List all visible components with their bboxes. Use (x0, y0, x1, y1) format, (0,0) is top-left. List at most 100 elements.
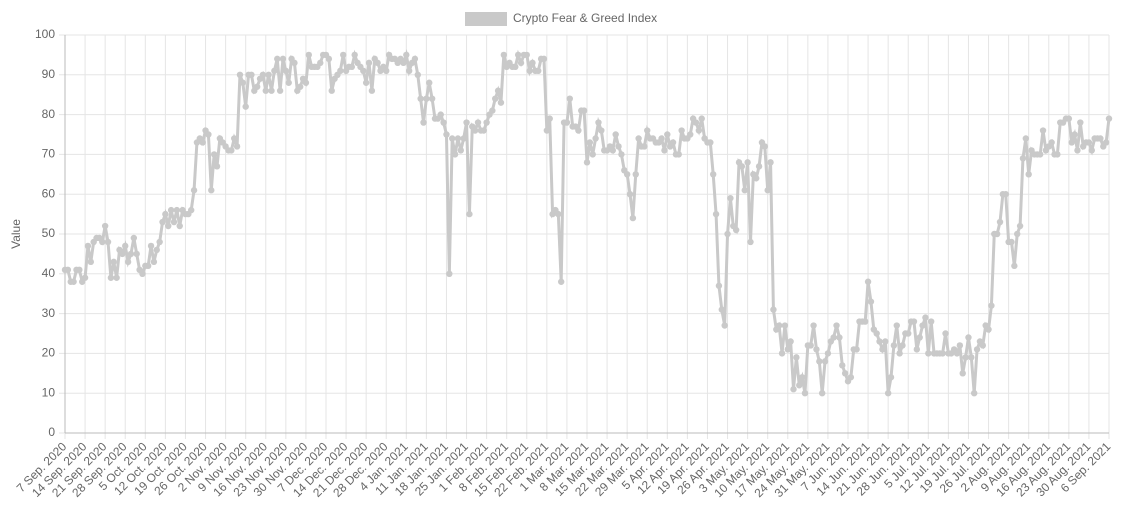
data-point (635, 135, 642, 142)
data-point (942, 330, 949, 337)
data-point (104, 238, 112, 246)
data-point (644, 127, 651, 134)
data-point (965, 334, 972, 341)
data-point (927, 318, 935, 325)
data-point (208, 187, 215, 194)
y-tick-label: 10 (42, 385, 56, 399)
data-point (675, 151, 682, 158)
data-point (1065, 115, 1073, 122)
data-point (165, 222, 172, 230)
data-point (360, 67, 367, 75)
data-point (939, 350, 946, 357)
data-point (721, 322, 728, 329)
data-point (801, 390, 809, 397)
data-point (764, 187, 771, 194)
data-point (953, 350, 961, 357)
data-point (368, 87, 376, 94)
data-point (727, 194, 734, 202)
data-point (664, 131, 671, 138)
data-point (451, 151, 459, 158)
data-point (523, 51, 530, 59)
data-point (784, 346, 791, 353)
data-point (862, 318, 869, 325)
data-point (543, 127, 551, 134)
data-point (124, 258, 132, 266)
data-point (876, 338, 883, 345)
data-point (575, 127, 582, 134)
legend-label: Crypto Fear & Greed Index (513, 11, 657, 25)
data-point (687, 131, 694, 138)
data-point (231, 135, 238, 142)
data-point (480, 127, 487, 134)
data-point (325, 55, 333, 63)
legend-swatch (465, 12, 507, 26)
data-point (781, 322, 789, 329)
data-point (512, 63, 519, 71)
data-point (426, 79, 433, 86)
data-point (580, 107, 588, 114)
data-point (362, 79, 370, 86)
data-point (1002, 191, 1009, 198)
data-point (253, 83, 261, 90)
data-point (747, 238, 754, 246)
data-point (170, 218, 178, 226)
data-point (626, 191, 634, 198)
data-point (348, 63, 356, 71)
y-tick-label: 20 (42, 346, 56, 360)
data-point (500, 51, 508, 59)
data-point (268, 87, 275, 94)
data-point (494, 87, 502, 94)
data-point (87, 258, 95, 266)
data-point (738, 163, 746, 170)
data-point (173, 206, 181, 214)
data-point (351, 51, 358, 59)
data-point (732, 226, 740, 234)
data-point (76, 266, 83, 274)
data-point (882, 338, 889, 345)
data-point (448, 135, 456, 142)
data-point (213, 163, 221, 170)
data-point (566, 95, 573, 102)
data-point (557, 278, 565, 285)
data-point (867, 298, 875, 305)
data-point (770, 306, 777, 313)
data-point (629, 214, 637, 222)
data-point (595, 119, 602, 126)
data-point (144, 262, 152, 270)
data-point (262, 87, 269, 94)
data-point (107, 274, 115, 281)
data-point (187, 206, 195, 214)
data-point (423, 95, 430, 102)
data-point (959, 370, 966, 377)
data-point (84, 242, 92, 250)
data-point (317, 59, 324, 67)
data-point (1105, 115, 1113, 122)
data-point (775, 322, 783, 329)
data-point (988, 302, 995, 309)
data-point (1054, 151, 1061, 158)
data-point (546, 115, 553, 122)
data-point (70, 278, 77, 285)
data-point (1008, 238, 1015, 246)
data-point (884, 390, 892, 397)
data-point (529, 59, 536, 67)
data-point (296, 83, 304, 90)
data-point (274, 55, 281, 63)
data-point (417, 95, 424, 102)
data-point (970, 390, 978, 397)
data-point (887, 374, 895, 381)
data-point (99, 238, 106, 246)
data-point (282, 67, 290, 75)
data-point (798, 374, 806, 381)
data-point (1071, 131, 1078, 138)
data-point (514, 51, 522, 59)
data-point (968, 354, 975, 361)
data-point (899, 342, 906, 349)
data-point (586, 139, 594, 146)
data-point (302, 79, 310, 86)
data-point (847, 374, 855, 381)
data-point (365, 59, 373, 67)
data-point (853, 346, 860, 353)
data-point (916, 334, 923, 341)
data-point (101, 222, 109, 230)
